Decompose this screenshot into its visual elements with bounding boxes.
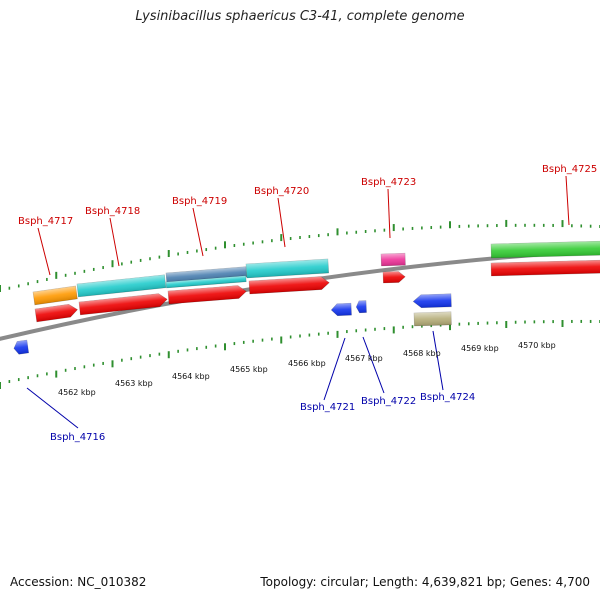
gene-bsph-4723-feature [380, 252, 406, 267]
callout-bsph-4718 [109, 217, 120, 267]
axis-label-4569: 4569 kbp [461, 344, 499, 353]
gene-label-bsph-4719: Bsph_4719 [172, 196, 227, 207]
gene-bsph-4718-cds [78, 293, 168, 316]
genome-title: Lysinibacillus sphaericus C3-41, complet… [135, 9, 465, 24]
callout-bsph-4723 [387, 188, 391, 239]
gene-label-bsph-4720: Bsph_4720 [254, 186, 309, 197]
callout-bsph-4717 [37, 227, 51, 276]
gene-bsph-4717-cds [34, 303, 78, 323]
axis-label-4563: 4563 kbp [115, 379, 153, 388]
gene-label-bsph-4721: Bsph_4721 [300, 402, 355, 413]
gene-label-bsph-4717: Bsph_4717 [18, 216, 73, 227]
accession-text: Accession: NC_010382 [10, 575, 147, 589]
axis-label-4570: 4570 kbp [518, 341, 556, 350]
genome-summary-text: Topology: circular; Length: 4,639,821 bp… [260, 575, 590, 589]
callout-bsph-4719 [192, 207, 204, 257]
gene-bsph-4725-feature [490, 240, 600, 259]
axis-label-4567: 4567 kbp [345, 354, 383, 363]
gene-label-bsph-4723: Bsph_4723 [361, 177, 416, 188]
gene-bsph-4716 [13, 339, 30, 355]
gene-bsph-4724 [412, 293, 452, 309]
gene-bsph-4718-feature [76, 274, 167, 298]
gene-bsph-4722 [355, 300, 367, 314]
callout-bsph-4724 [432, 330, 444, 391]
gene-bsph-4725-cds [490, 259, 600, 277]
lower-tick-ring [0, 319, 600, 389]
gene-bsph-4724-feature [413, 311, 452, 327]
gene-bsph-4720-feature [245, 258, 330, 279]
axis-label-4564: 4564 kbp [172, 372, 210, 381]
axis-label-4568: 4568 kbp [403, 349, 441, 358]
callout-bsph-4721 [323, 337, 346, 401]
gene-bsph-4720-cds [248, 276, 330, 295]
callout-bsph-4725 [565, 175, 570, 226]
gene-labels-bottom: Bsph_4716 Bsph_4721 Bsph_4722 Bsph_4724 [50, 392, 475, 443]
gene-bsph-4719-feature-2 [165, 275, 247, 289]
gene-bsph-4721 [330, 302, 352, 317]
gene-label-bsph-4718: Bsph_4718 [85, 206, 140, 217]
gene-label-bsph-4725: Bsph_4725 [542, 164, 597, 175]
axis-label-4562: 4562 kbp [58, 388, 96, 397]
axis-label-4565: 4565 kbp [230, 365, 268, 374]
gene-bsph-4719-cds [167, 285, 247, 305]
gene-label-bsph-4724: Bsph_4724 [420, 392, 475, 403]
axis-labels: 4562 kbp 4563 kbp 4564 kbp 4565 kbp 4566… [58, 341, 556, 397]
upper-tick-ring [0, 219, 600, 292]
gene-labels-top: Bsph_4717 Bsph_4718 Bsph_4719 Bsph_4720 … [18, 164, 597, 227]
callout-bsph-4716 [26, 387, 79, 429]
gene-bsph-4719-feature [165, 266, 247, 284]
axis-label-4566: 4566 kbp [288, 359, 326, 368]
gene-bsph-4717-feature [32, 285, 78, 306]
gene-bsph-4723-cds [382, 271, 406, 284]
callout-bsph-4720 [277, 197, 286, 248]
gene-label-bsph-4722: Bsph_4722 [361, 396, 416, 407]
callout-bsph-4722 [362, 336, 385, 394]
gene-label-bsph-4716: Bsph_4716 [50, 432, 105, 443]
